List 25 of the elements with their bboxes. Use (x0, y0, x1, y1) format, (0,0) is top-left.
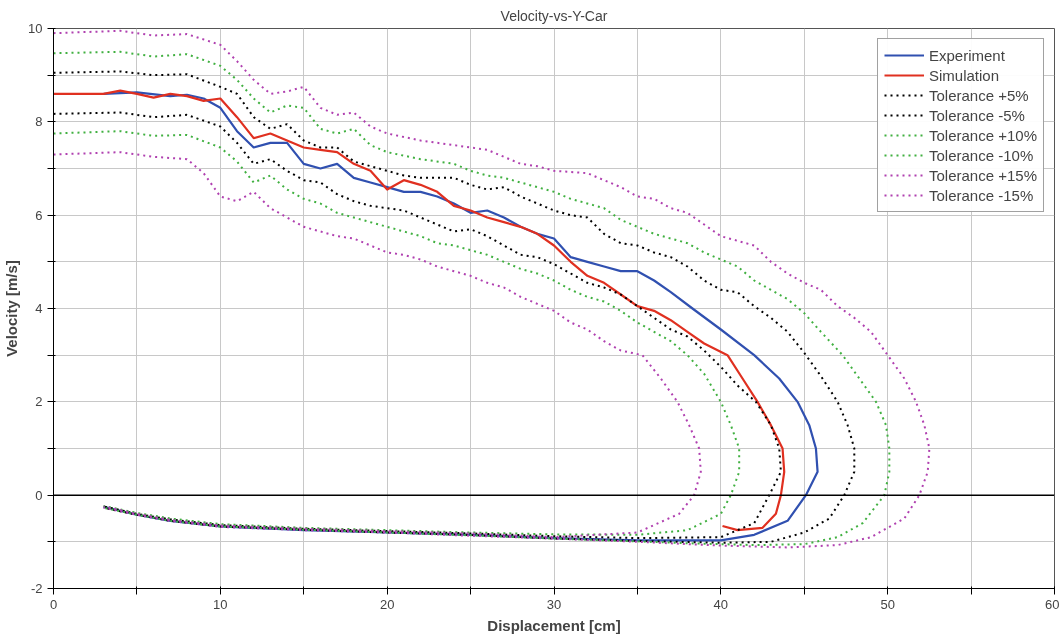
legend-label: Tolerance +5% (929, 86, 1029, 104)
legend-label: Tolerance +15% (929, 166, 1037, 184)
x-tick-label: 50 (880, 596, 895, 612)
legend-label: Tolerance -15% (929, 186, 1034, 204)
x-tick-label: 0 (49, 596, 58, 612)
legend-label: Tolerance -10% (929, 146, 1034, 164)
y-tick-label: -2 (30, 581, 43, 596)
x-tick-label: 30 (546, 596, 562, 612)
chart-title: Velocity-vs-Y-Car (500, 7, 608, 24)
legend-label: Tolerance +10% (929, 126, 1037, 144)
legend-label: Simulation (929, 66, 1000, 84)
y-tick-label: 4 (35, 301, 43, 316)
y-axis-title: Velocity [m/s] (3, 260, 21, 357)
y-tick-label: 0 (35, 487, 43, 503)
x-tick-label: 20 (379, 596, 395, 612)
y-tick-label: 2 (35, 394, 43, 410)
y-tick-label: 10 (28, 21, 43, 36)
legend-label: Tolerance -5% (929, 106, 1025, 124)
legend-label: Experiment (929, 46, 1005, 64)
x-tick-label: 10 (213, 596, 228, 612)
x-tick-label: 60 (1045, 596, 1059, 612)
x-tick-label: 40 (713, 596, 729, 612)
y-tick-label: 8 (35, 114, 43, 130)
x-axis-title: Displacement [cm] (487, 616, 621, 634)
y-tick-label: 6 (35, 207, 43, 223)
